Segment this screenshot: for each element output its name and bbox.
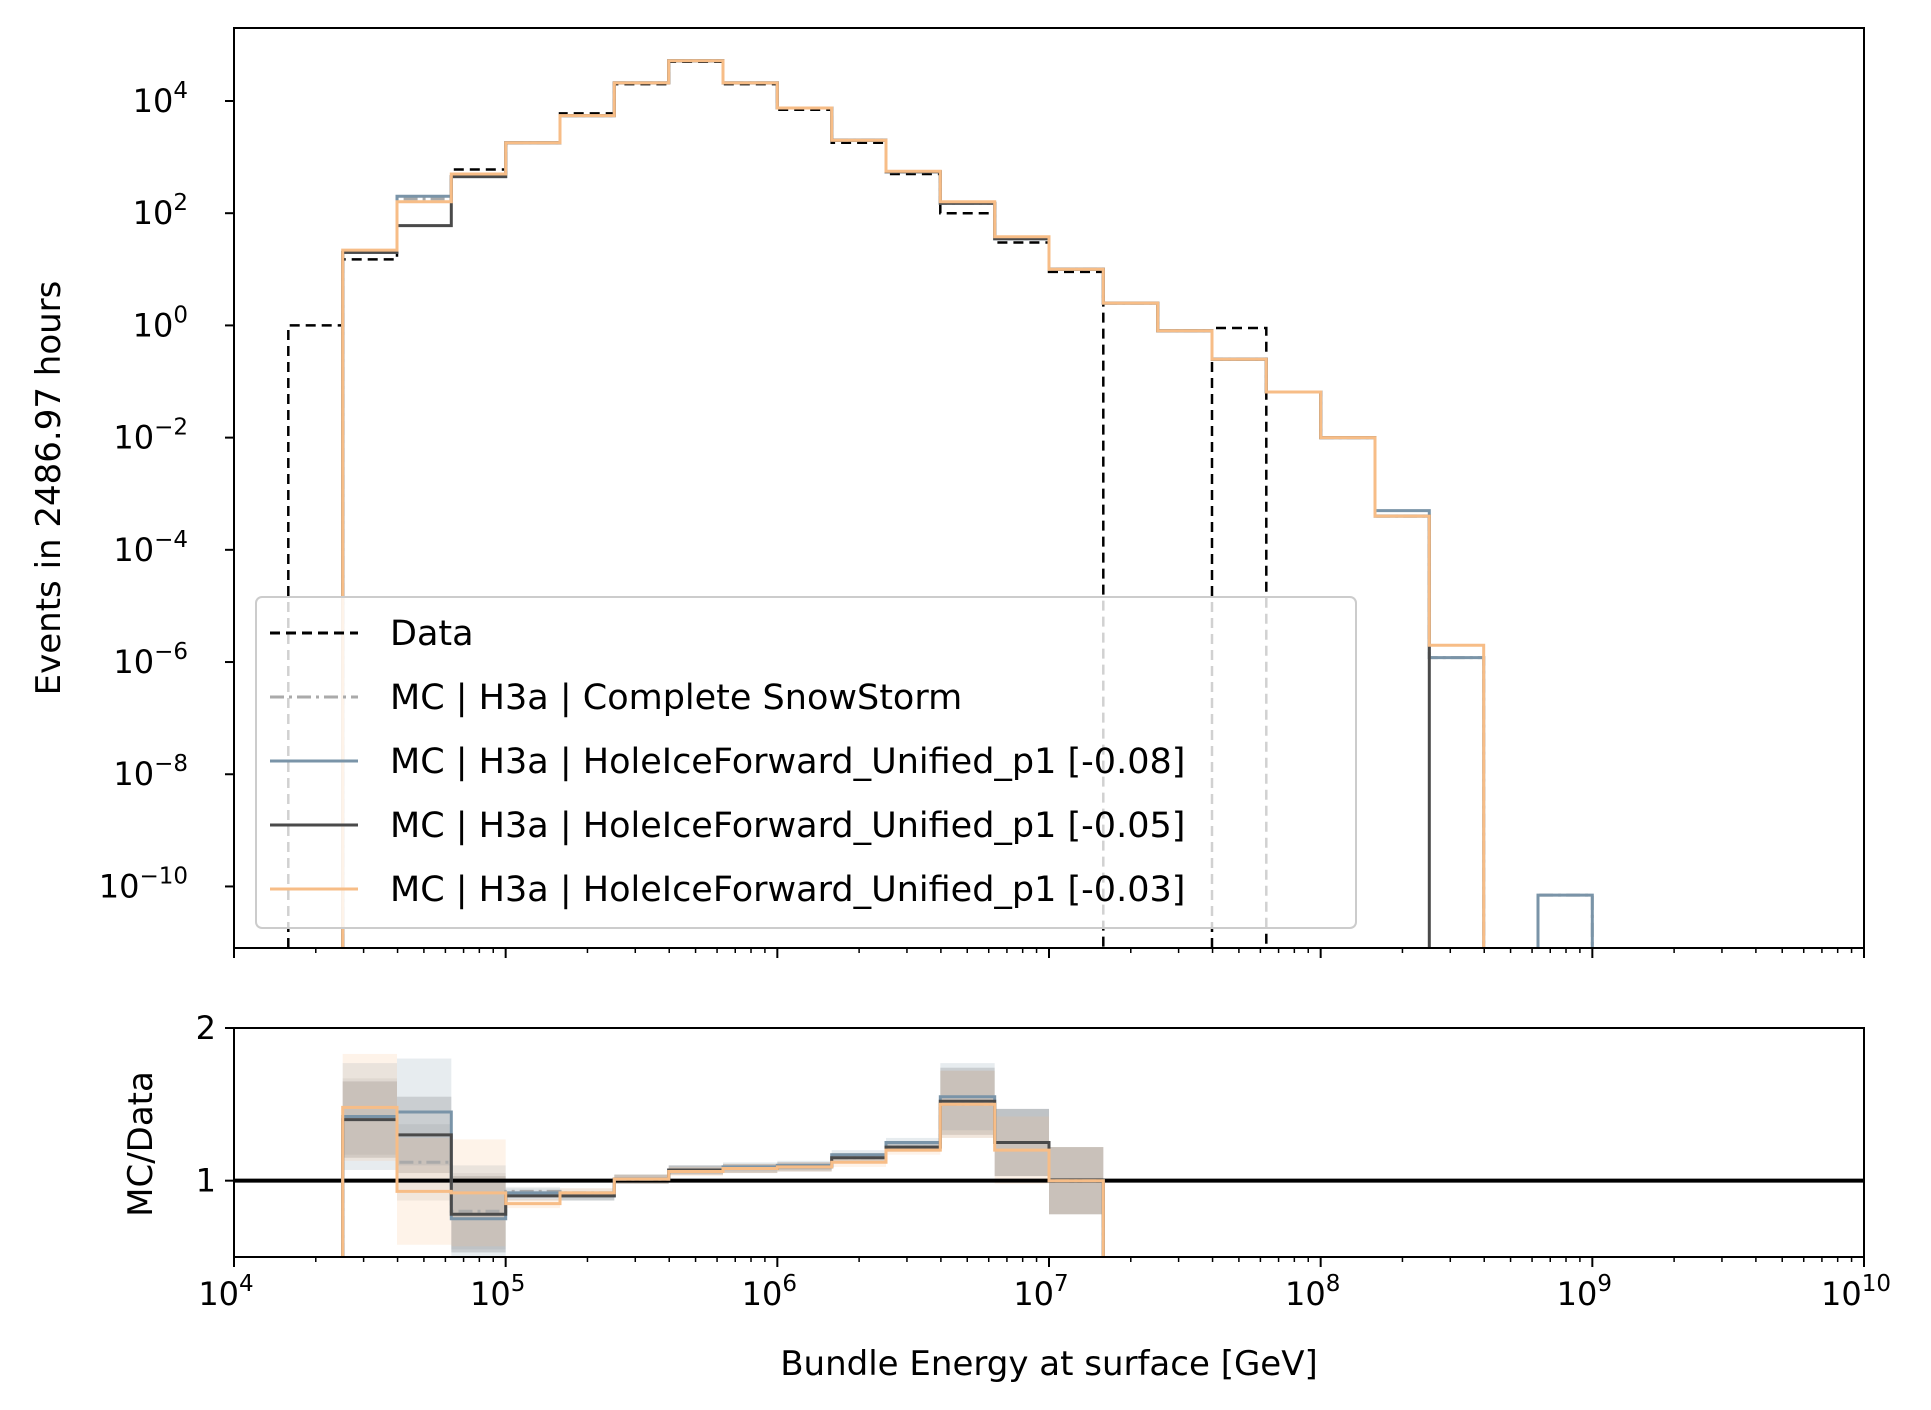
legend-label: MC | H3a | HoleIceForward_Unified_p1 [-0… <box>390 806 1185 846</box>
main-y-tick-label: 104 <box>133 78 188 120</box>
main-panel: 104 102 100 10−2 10−4 10−6 10−8 10−10 Events in… <box>29 27 1865 958</box>
main-y-tick-label: 10−10 <box>99 863 188 905</box>
x-tick-label: 104 <box>198 1271 253 1313</box>
main-y-tick-label: 10−2 <box>113 415 188 457</box>
ratio-y-tick-label: 1 <box>196 1162 216 1200</box>
main-y-tick-label: 10−4 <box>113 527 188 569</box>
main-y-axis: 104 102 100 10−2 10−4 10−6 10−8 10−10 <box>99 78 234 905</box>
ratio-panel: 12 104 105 106 107 108 109 1010 MC/Data Bundle… <box>121 1009 1891 1384</box>
legend: Data MC | H3a | Complete SnowStorm MC | H3… <box>255 596 1357 929</box>
legend-label: MC | H3a | Complete SnowStorm <box>390 678 962 718</box>
main-series-4 <box>341 59 1486 948</box>
x-tick-label: 105 <box>470 1271 525 1313</box>
ratio-x-axis: 104 105 106 107 108 109 1010 <box>198 1257 1891 1313</box>
legend-label: Data <box>390 614 474 654</box>
main-y-tick-label: 10−6 <box>113 639 188 681</box>
x-axis-label: Bundle Energy at surface [GeV] <box>780 1344 1318 1384</box>
legend-frame <box>255 596 1357 929</box>
ratio-y-tick-label: 2 <box>196 1009 216 1047</box>
ratio-y-axis-label: MC/Data <box>121 1071 161 1217</box>
x-tick-label: 107 <box>1013 1271 1068 1313</box>
main-y-axis-label: Events in 2486.97 hours <box>29 281 69 696</box>
main-x-axis-ticks <box>233 948 1865 958</box>
main-y-tick-label: 102 <box>133 190 188 232</box>
x-tick-label: 1010 <box>1821 1271 1891 1313</box>
ratio-series-3 <box>341 1102 1105 1257</box>
main-y-tick-label: 10−8 <box>113 751 188 793</box>
ratio-y-axis: 12 <box>196 1009 234 1200</box>
x-tick-label: 106 <box>742 1271 797 1313</box>
ratio-histogram-lines <box>234 1053 1864 1257</box>
x-tick-label: 109 <box>1557 1271 1612 1313</box>
legend-label: MC | H3a | HoleIceForward_Unified_p1 [-0… <box>390 870 1185 910</box>
main-y-tick-label: 100 <box>133 302 188 344</box>
x-tick-label: 108 <box>1285 1271 1340 1313</box>
legend-label: MC | H3a | HoleIceForward_Unified_p1 [-0… <box>390 742 1185 782</box>
